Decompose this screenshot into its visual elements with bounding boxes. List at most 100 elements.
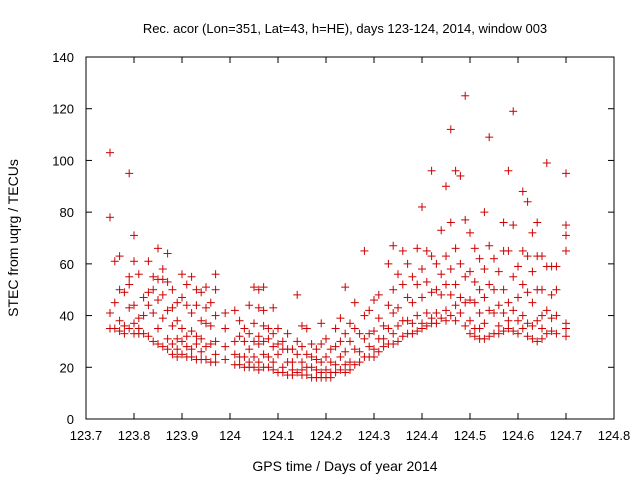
data-point (245, 301, 254, 310)
data-point (341, 283, 350, 292)
data-point (307, 352, 316, 361)
data-point (173, 352, 182, 361)
data-point (288, 345, 297, 354)
data-point (504, 316, 513, 325)
data-point (178, 350, 186, 359)
y-tick-label: 80 (60, 205, 74, 220)
data-point (331, 342, 340, 351)
data-point (254, 303, 263, 312)
data-point (211, 285, 220, 294)
data-point (254, 358, 263, 367)
x-axis: 123.7 123.8 123.9 124 124.1 124.2 124.3 124.4 12… (70, 57, 630, 443)
y-axis-label: STEC from uqrg / TECUs (5, 159, 21, 317)
data-point (389, 308, 398, 317)
data-point (192, 285, 201, 294)
data-point (370, 345, 378, 354)
data-point (230, 337, 239, 346)
y-tick-label: 20 (60, 360, 74, 375)
data-point (187, 308, 196, 317)
data-point (360, 311, 369, 320)
data-point (312, 365, 321, 374)
data-point (259, 321, 268, 330)
data-point (461, 321, 470, 330)
data-point (509, 221, 518, 230)
data-point (355, 358, 364, 367)
data-point (490, 285, 498, 294)
data-point (432, 285, 441, 294)
chart-title: Rec. acor (Lon=351, Lat=43, h=HE), days … (143, 21, 547, 36)
data-point (110, 257, 119, 266)
data-point (475, 324, 484, 333)
data-point (240, 337, 249, 346)
data-point (418, 265, 426, 274)
data-point (298, 321, 306, 330)
data-point (182, 342, 191, 351)
data-point (509, 327, 518, 336)
data-point (451, 166, 460, 175)
data-point (163, 277, 172, 286)
data-point (168, 350, 177, 359)
data-point (134, 314, 143, 323)
data-point (163, 306, 172, 315)
data-point (518, 246, 527, 255)
data-point (398, 280, 407, 289)
data-point (269, 358, 278, 367)
data-point (211, 311, 220, 320)
data-point (437, 270, 446, 279)
data-point (523, 252, 532, 261)
data-point (302, 371, 311, 380)
data-point (173, 316, 182, 325)
data-point (413, 327, 422, 336)
data-point (504, 246, 513, 255)
data-point (149, 272, 158, 281)
y-tick-label: 60 (60, 257, 74, 272)
data-point (336, 352, 345, 361)
data-point (106, 148, 114, 157)
data-point (403, 293, 412, 302)
data-point (158, 314, 167, 323)
data-point (394, 270, 402, 279)
data-point (456, 293, 465, 302)
data-point (250, 319, 258, 328)
data-point (394, 321, 402, 330)
data-point (538, 285, 546, 294)
data-point (370, 352, 378, 361)
x-tick-label: 124.5 (454, 428, 487, 443)
data-point (451, 316, 460, 325)
data-point (451, 244, 460, 253)
data-point (206, 321, 215, 330)
data-point (187, 327, 196, 336)
data-point (518, 324, 527, 333)
data-point (293, 368, 302, 377)
data-point (384, 301, 393, 310)
data-point (274, 324, 282, 333)
data-point (490, 254, 498, 263)
data-point (422, 246, 431, 255)
data-point (466, 296, 474, 305)
x-tick-label: 124.1 (262, 428, 295, 443)
data-point (451, 301, 460, 310)
data-point (475, 308, 484, 317)
data-point (480, 208, 489, 217)
data-point (485, 241, 494, 250)
data-point (562, 221, 570, 230)
data-point (269, 342, 278, 351)
data-point (106, 213, 114, 222)
data-point (115, 252, 124, 261)
data-point (168, 285, 177, 294)
data-point (154, 296, 162, 305)
data-point (144, 257, 153, 266)
x-tick-label: 124.2 (310, 428, 343, 443)
data-point (341, 360, 350, 369)
data-point (259, 283, 268, 292)
data-point (562, 246, 570, 255)
data-point (413, 280, 422, 289)
data-point (120, 329, 129, 338)
data-point (115, 285, 124, 294)
data-point (518, 311, 527, 320)
data-point (552, 329, 561, 338)
y-axis: 0 20 40 60 80 100 120 140 (52, 50, 614, 427)
data-point (278, 368, 287, 377)
x-tick-label: 124.7 (550, 428, 583, 443)
data-point (197, 347, 206, 356)
